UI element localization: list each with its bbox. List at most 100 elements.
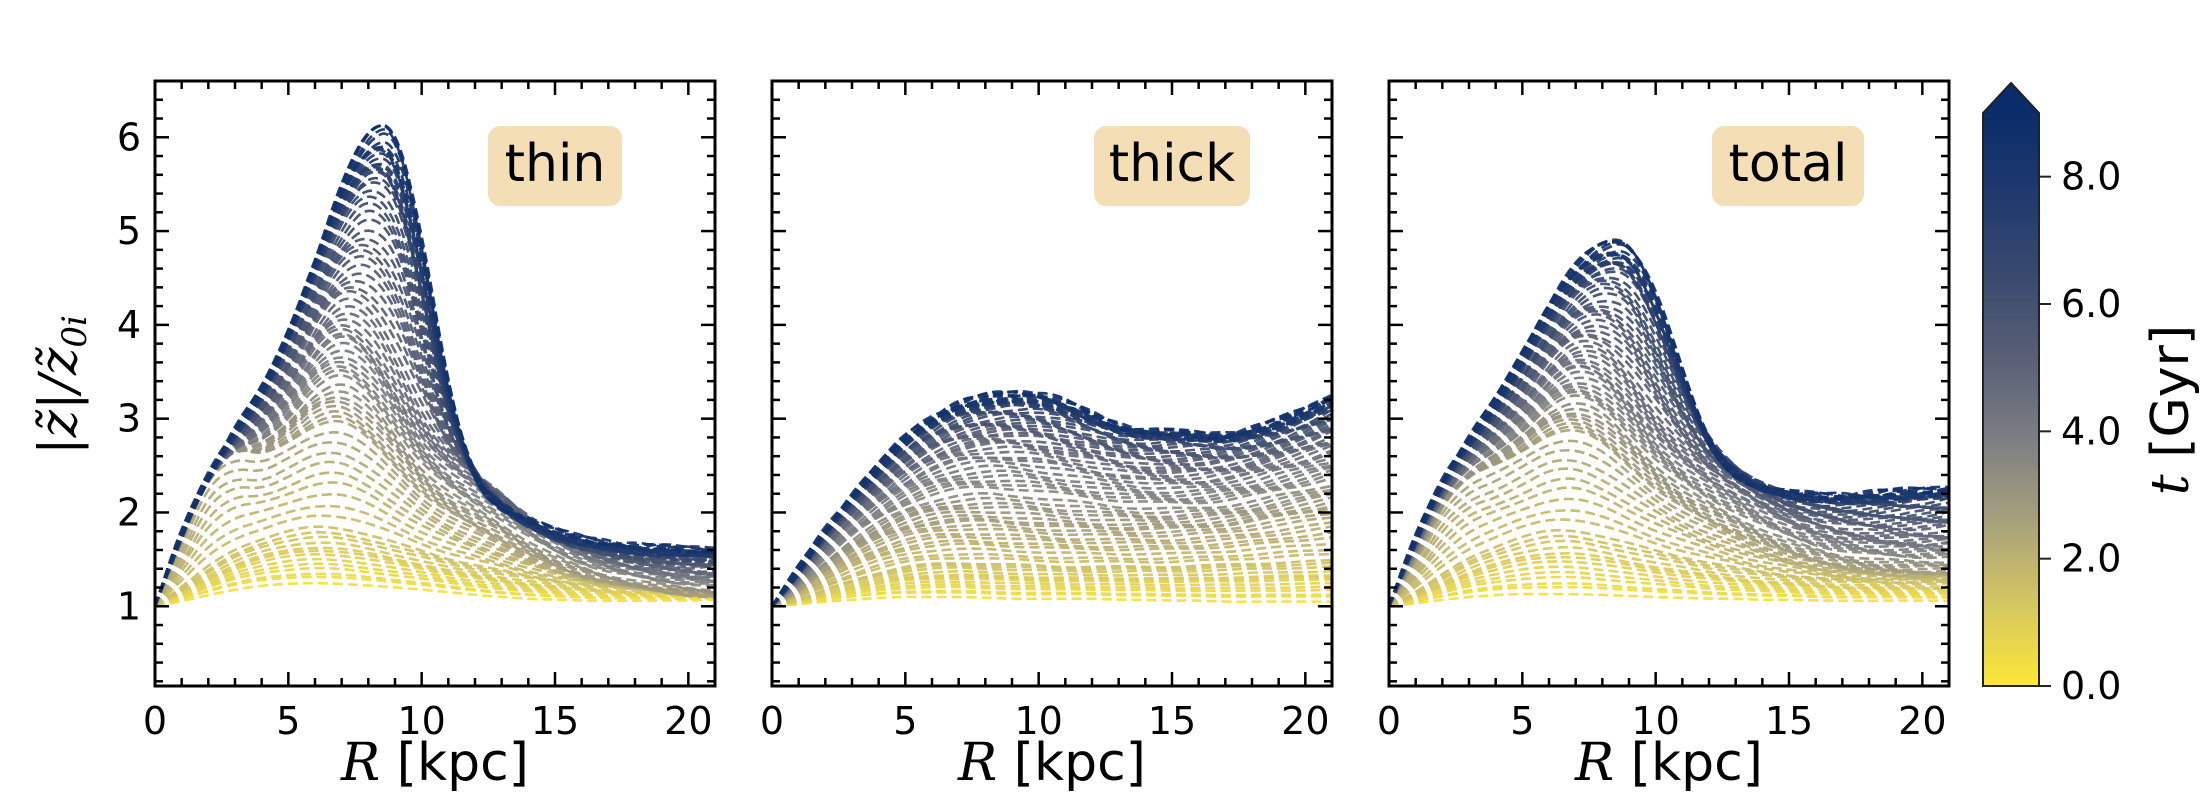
profile-line bbox=[772, 573, 1332, 608]
x-tick-label: 0 bbox=[143, 699, 167, 743]
profile-line bbox=[155, 541, 715, 608]
profile-line bbox=[772, 488, 1332, 608]
profile-line bbox=[772, 552, 1332, 608]
profile-line bbox=[1389, 582, 1949, 608]
profile-line bbox=[1389, 545, 1949, 608]
profile-line bbox=[155, 152, 715, 607]
svg-text:total: total bbox=[1729, 134, 1848, 194]
x-tick-label: 20 bbox=[1281, 699, 1329, 743]
profile-line bbox=[1389, 253, 1949, 607]
x-axis-label: R [kpc] bbox=[1574, 733, 1763, 793]
colorbar-ticks: 0.0 2.0 4.0 6.0 8.0 bbox=[2039, 155, 2121, 708]
x-tick-label: 10 bbox=[1014, 699, 1062, 743]
x-tick-label: 5 bbox=[276, 699, 300, 743]
profile-lines bbox=[772, 389, 1332, 608]
profile-line bbox=[155, 514, 715, 608]
profile-line bbox=[1389, 565, 1949, 608]
profile-line bbox=[155, 297, 715, 607]
profile-line bbox=[155, 305, 715, 607]
panel-thin: 0 5 10 15 20 1 2 3 4 5 6 thin R [kpc] bbox=[117, 79, 717, 793]
profile-line bbox=[1389, 261, 1949, 607]
profile-line bbox=[1389, 477, 1949, 608]
profile-line bbox=[772, 491, 1332, 608]
profile-line bbox=[772, 464, 1332, 608]
profile-line bbox=[155, 123, 715, 607]
profile-line bbox=[772, 577, 1332, 608]
colorbar: 0.0 2.0 4.0 6.0 8.0 t [Gyr] bbox=[1982, 81, 2200, 708]
y-tick-label: 6 bbox=[117, 115, 141, 159]
profile-line bbox=[1389, 394, 1949, 607]
profile-line bbox=[1389, 570, 1949, 608]
profile-line bbox=[772, 516, 1332, 608]
panel-thick: 0 5 10 15 20 thick R [kpc] bbox=[760, 79, 1334, 793]
x-tick-label: 20 bbox=[1898, 699, 1946, 743]
profile-line bbox=[772, 542, 1332, 608]
profile-line bbox=[772, 595, 1332, 608]
profile-line bbox=[772, 583, 1332, 608]
profile-line bbox=[155, 263, 715, 607]
profile-line bbox=[772, 391, 1332, 608]
profile-line bbox=[1389, 239, 1949, 607]
colorbar-tick-label: 2.0 bbox=[2061, 537, 2121, 581]
profile-line bbox=[155, 415, 715, 607]
profile-line bbox=[772, 461, 1332, 608]
x-tick-label: 20 bbox=[664, 699, 712, 743]
profile-line bbox=[772, 441, 1332, 608]
profile-line bbox=[1389, 539, 1949, 608]
profile-line bbox=[155, 201, 715, 607]
profile-line bbox=[772, 589, 1332, 608]
profile-line bbox=[772, 456, 1332, 608]
profile-line bbox=[155, 335, 715, 607]
profile-line bbox=[1389, 370, 1949, 607]
colorbar-tick-label: 0.0 bbox=[2061, 664, 2121, 708]
profile-line bbox=[772, 400, 1332, 608]
profile-line bbox=[1389, 486, 1949, 608]
profile-line bbox=[155, 535, 715, 608]
colorbar-label: t [Gyr] bbox=[2141, 325, 2200, 495]
profile-line bbox=[1389, 560, 1949, 608]
svg-text:thin: thin bbox=[505, 134, 606, 194]
profile-line bbox=[772, 444, 1332, 608]
profile-line bbox=[155, 441, 715, 607]
profile-line bbox=[772, 496, 1332, 608]
x-tick-label: 10 bbox=[397, 699, 445, 743]
profile-line bbox=[1389, 449, 1949, 607]
profile-line bbox=[155, 460, 715, 607]
x-axis-label: R [kpc] bbox=[340, 733, 529, 793]
profile-line bbox=[1389, 509, 1949, 608]
profile-line bbox=[772, 500, 1332, 608]
y-tick-label: 2 bbox=[117, 490, 141, 534]
profile-line bbox=[155, 566, 715, 608]
profile-line bbox=[1389, 241, 1949, 607]
profile-line bbox=[155, 572, 715, 608]
profile-line bbox=[772, 558, 1332, 608]
x-tick-label: 5 bbox=[1510, 699, 1534, 743]
profile-line bbox=[155, 431, 715, 607]
profile-line bbox=[1389, 282, 1949, 607]
profile-line bbox=[772, 451, 1332, 608]
profile-line bbox=[1389, 575, 1949, 608]
profile-line bbox=[1389, 552, 1949, 608]
profile-line bbox=[772, 438, 1332, 608]
profile-line bbox=[155, 365, 715, 607]
profile-line bbox=[772, 392, 1332, 608]
profile-line bbox=[155, 332, 715, 607]
profile-line bbox=[1389, 402, 1949, 607]
x-tick-label: 15 bbox=[531, 699, 579, 743]
profile-line bbox=[155, 575, 715, 608]
profile-line bbox=[155, 374, 715, 607]
profile-line bbox=[155, 349, 715, 607]
profile-line bbox=[1389, 276, 1949, 607]
colorbar-gradient bbox=[1983, 113, 2039, 686]
profile-line bbox=[1389, 390, 1949, 607]
profile-line bbox=[772, 410, 1332, 608]
profile-line bbox=[155, 581, 715, 608]
axes-frame bbox=[153, 79, 717, 688]
colorbar-outline bbox=[1982, 81, 2040, 687]
profile-line bbox=[1389, 318, 1949, 607]
profile-line bbox=[155, 128, 715, 607]
x-tick-label: 5 bbox=[893, 699, 917, 743]
profile-line bbox=[1389, 592, 1949, 608]
y-tick-label: 5 bbox=[117, 209, 141, 253]
